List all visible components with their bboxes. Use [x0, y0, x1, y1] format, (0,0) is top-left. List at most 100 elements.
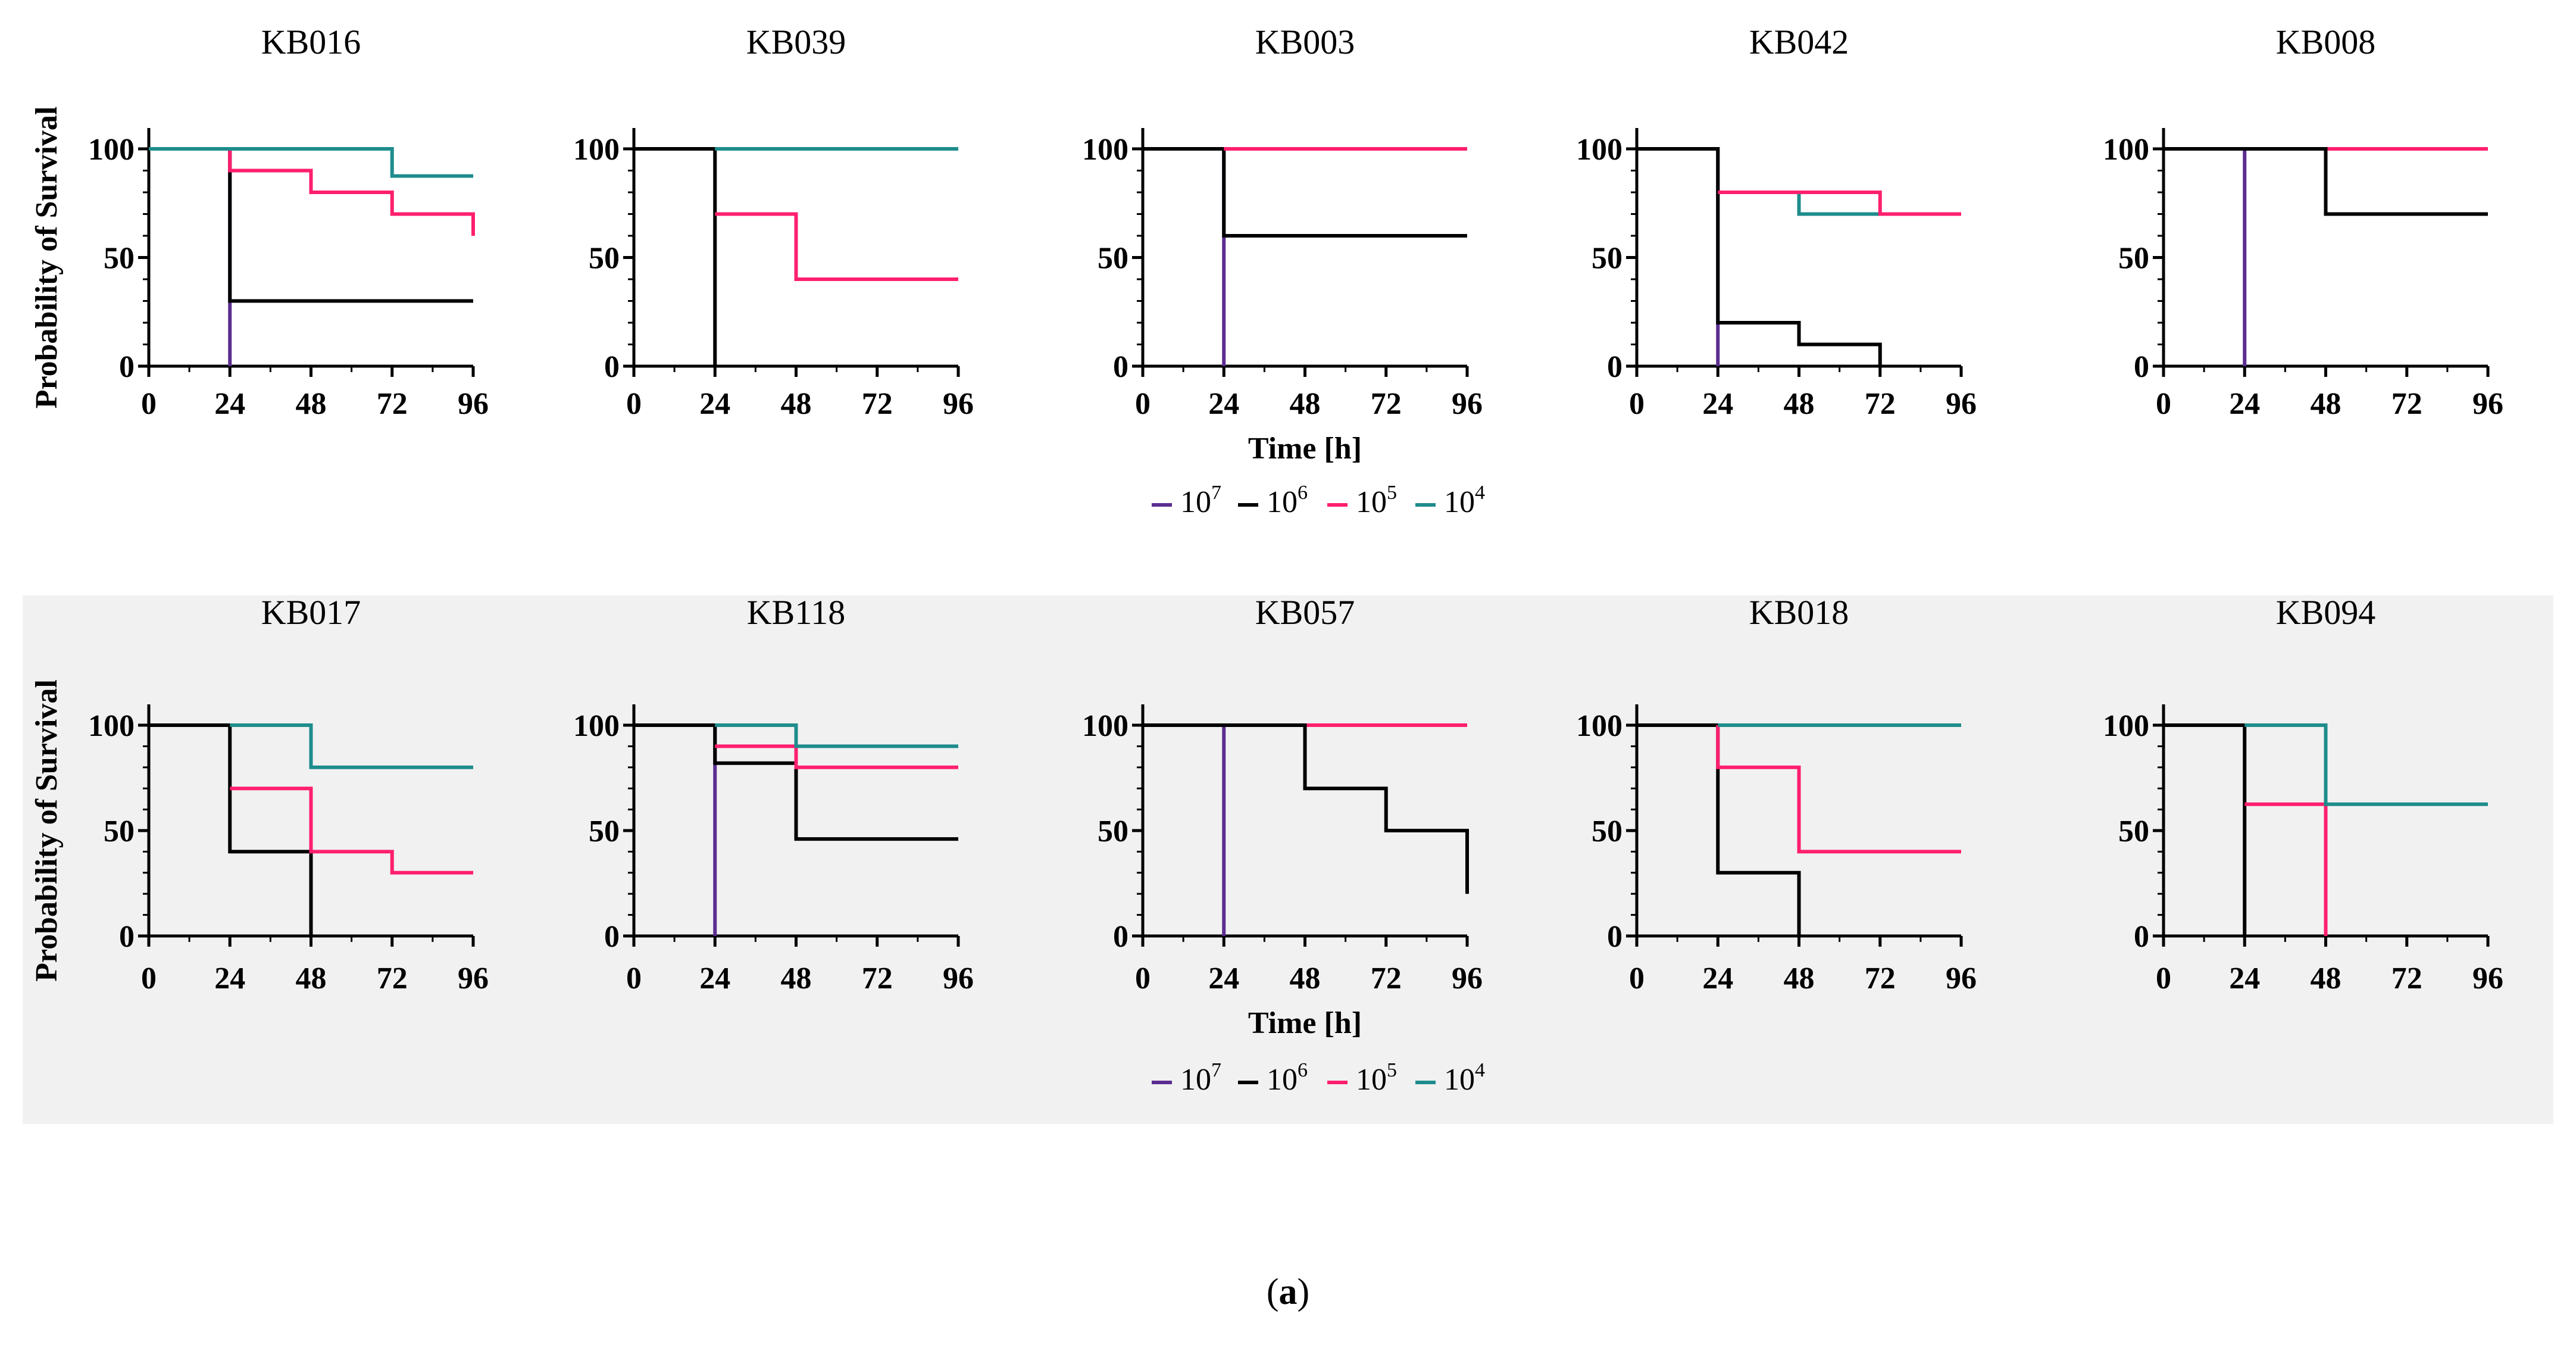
x-tick-label: 0: [626, 962, 642, 996]
x-tick-label: 24: [1208, 387, 1239, 421]
series-line-10e6: [2164, 147, 2488, 216]
x-tick-label: 96: [2472, 962, 2503, 996]
x-tick-label: 48: [1784, 962, 1815, 996]
y-tick-label: 100: [573, 133, 620, 167]
x-tick-label: 96: [1452, 962, 1483, 996]
x-tick-label: 48: [781, 962, 812, 996]
panel-title: KB118: [747, 593, 845, 632]
x-tick-label: 48: [1290, 387, 1321, 421]
series-line-10e5: [715, 212, 958, 281]
series-line-10e6: [1143, 147, 1467, 238]
y-tick-label: 50: [1592, 815, 1622, 848]
panel-KB042: KB042 0 50 100 0 24 48 72 96: [1576, 23, 1977, 421]
y-tick-label: 50: [2118, 815, 2149, 848]
series-line-10e6: [149, 723, 313, 936]
legend-label-10e6: 106: [1267, 482, 1308, 519]
panel-title: KB016: [261, 23, 361, 61]
series-line-10e4: [2244, 723, 2488, 806]
y-tick-label: 100: [1576, 709, 1622, 743]
panel-KB016: KB016 0 50 100 0 24 48 72 96: [88, 23, 489, 421]
x-tick-label: 24: [1702, 387, 1733, 421]
series-line-10e6: [634, 723, 958, 841]
x-tick-label: 24: [699, 387, 730, 421]
x-tick-label: 24: [1702, 962, 1733, 996]
x-tick-label: 96: [458, 387, 489, 421]
panel-title: KB042: [1749, 23, 1849, 61]
x-tick-label: 72: [377, 387, 408, 421]
x-tick-label: 24: [699, 962, 730, 996]
panel-title: KB018: [1749, 593, 1849, 632]
x-tick-label: 0: [626, 387, 642, 421]
series-line-10e5: [715, 744, 958, 769]
x-tick-label: 72: [862, 962, 893, 996]
panel-KB057: KB057 0 50 100 0 24 48 72 96: [1082, 593, 1483, 996]
x-tick-label: 96: [1946, 387, 1977, 421]
panel-KB018: KB018 0 50 100 0 24 48 72 96: [1576, 593, 1977, 996]
x-tick-label: 24: [2229, 962, 2260, 996]
legend-label-10e5: 105: [1356, 1059, 1397, 1097]
y-tick-label: 100: [88, 709, 135, 743]
y-tick-label: 0: [1607, 920, 1622, 954]
y-tick-label: 50: [104, 242, 135, 276]
legend-label-10e6: 106: [1267, 1059, 1308, 1097]
y-axis-title: Probability of Survival: [30, 107, 64, 409]
panel-KB008: KB008 0 50 100 0 24 48 72 96: [2103, 23, 2503, 421]
y-tick-label: 50: [2118, 242, 2149, 276]
panel-title: KB008: [2276, 23, 2376, 61]
y-tick-label: 0: [1113, 920, 1128, 954]
x-tick-label: 48: [1784, 387, 1815, 421]
x-tick-label: 0: [1135, 962, 1151, 996]
x-tick-label: 96: [458, 962, 489, 996]
y-tick-label: 50: [589, 815, 620, 848]
x-tick-label: 0: [2156, 962, 2171, 996]
series-line-10e5: [1716, 725, 1961, 854]
x-tick-label: 0: [141, 387, 157, 421]
x-tick-label: 24: [214, 387, 245, 421]
panel-title: KB017: [261, 593, 361, 632]
x-tick-label: 0: [1629, 387, 1645, 421]
y-tick-label: 0: [1607, 350, 1622, 384]
panel-KB118: KB118 0 50 100 0 24 48 72 96: [573, 593, 974, 996]
x-tick-label: 72: [1371, 962, 1402, 996]
series-line-10e6: [1637, 723, 1801, 936]
series-line-10e4: [715, 723, 958, 748]
series-line-10e7: [1143, 147, 1226, 366]
panel-KB094: KB094 0 50 100 0 24 48 72 96: [2103, 593, 2503, 996]
x-tick-label: 48: [2311, 387, 2341, 421]
x-tick-label: 96: [1452, 387, 1483, 421]
row-2-background: [23, 595, 2553, 1124]
x-tick-label: 24: [214, 962, 245, 996]
series-line-10e7: [1637, 147, 1720, 366]
figure-caption: (a): [1267, 1272, 1309, 1312]
panel-title: KB039: [746, 23, 846, 61]
panel-KB017: KB017 0 50 100 0 24 48 72 96: [88, 593, 489, 996]
y-tick-label: 0: [2134, 920, 2149, 954]
panel-title: KB003: [1255, 23, 1355, 61]
series-line-10e4: [1718, 191, 1961, 216]
x-tick-label: 48: [781, 387, 812, 421]
x-tick-label: 72: [2391, 387, 2422, 421]
x-tick-label: 72: [377, 962, 408, 996]
x-tick-label: 72: [1865, 962, 1896, 996]
y-tick-label: 100: [88, 133, 135, 167]
y-tick-label: 100: [1082, 709, 1128, 743]
legend-label-10e4: 104: [1444, 482, 1485, 519]
y-tick-label: 0: [1113, 350, 1128, 384]
x-tick-label: 0: [2156, 387, 2171, 421]
x-tick-label: 0: [141, 962, 157, 996]
y-tick-label: 50: [589, 242, 620, 276]
legend-label-10e5: 105: [1356, 482, 1397, 519]
y-tick-label: 100: [573, 709, 620, 743]
panel-KB003: KB003 0 50 100 0 24 48 72 96: [1082, 23, 1483, 421]
y-tick-label: 0: [604, 350, 620, 384]
y-tick-label: 50: [1098, 242, 1128, 276]
x-tick-label: 48: [2311, 962, 2341, 996]
x-tick-label: 24: [1208, 962, 1239, 996]
series-line-10e7: [149, 147, 232, 366]
series-line-10e5: [230, 787, 473, 875]
y-tick-label: 0: [2134, 350, 2149, 384]
y-tick-label: 100: [1576, 133, 1622, 167]
x-tick-label: 96: [943, 962, 974, 996]
legend-row-2: 107 106 105 104: [1152, 1059, 1485, 1097]
legend-label-10e7: 107: [1180, 1059, 1221, 1097]
